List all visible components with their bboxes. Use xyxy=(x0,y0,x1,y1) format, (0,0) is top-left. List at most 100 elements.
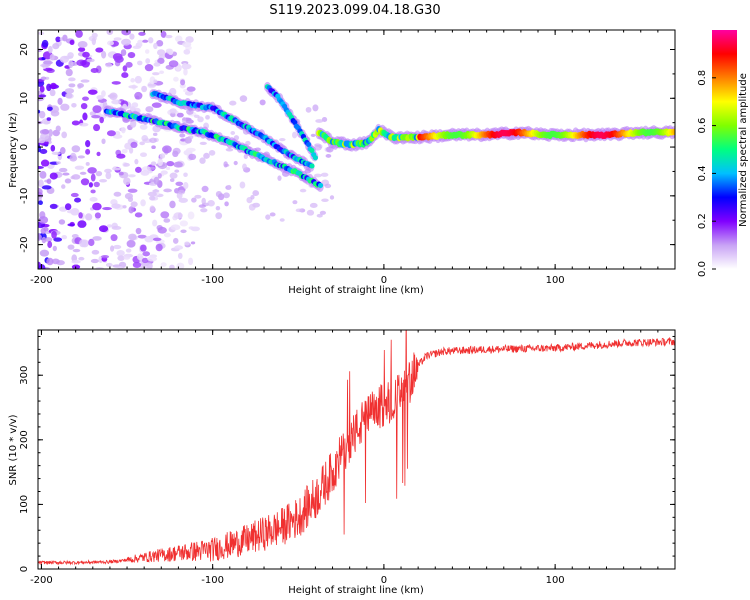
spectrogram-noise-blob xyxy=(239,181,246,189)
spectrogram-noise-blob xyxy=(248,203,256,211)
spectrogram-noise-blob xyxy=(173,76,179,82)
spectrogram-track-point xyxy=(312,155,319,161)
spectrogram-noise-blob xyxy=(116,250,125,257)
spectrogram-noise-blob xyxy=(165,48,173,54)
spectrogram-noise-blob xyxy=(172,237,179,244)
spectrogram-track-point xyxy=(309,147,315,154)
spectrogram-noise-blob xyxy=(190,241,196,245)
spectrogram-noise-blob xyxy=(78,122,89,127)
spectrogram-noise-blob xyxy=(147,256,158,262)
spectrogram-noise-blob xyxy=(39,85,45,93)
spectrogram-noise-blob xyxy=(295,208,303,213)
spectrogram-noise-blob xyxy=(64,178,72,184)
spectrogram-noise-blob xyxy=(85,161,90,166)
spectrogram-noise-blob xyxy=(131,102,139,108)
spectrogram-noise-blob xyxy=(52,245,57,252)
spectrogram-noise-blob xyxy=(98,225,109,233)
colorbar-label: Normalized spectral amplitude xyxy=(738,73,749,227)
spectrogram-noise-blob xyxy=(72,248,81,253)
spectrogram-noise-blob xyxy=(215,212,223,220)
spectrogram-noise-blob xyxy=(61,184,66,189)
spectrogram-noise-blob xyxy=(160,262,167,267)
spectrogram-noise-blob xyxy=(172,147,181,155)
spectrogram-noise-blob xyxy=(71,102,77,108)
spectrogram-noise-blob xyxy=(79,171,87,175)
spectrogram-noise-blob xyxy=(265,214,271,220)
spectrogram-noise-blob xyxy=(135,227,142,235)
colorbar-tick-label: 0.4 xyxy=(697,165,708,181)
spectrogram-noise-blob xyxy=(149,195,156,201)
colorbar-tick-label: 0.2 xyxy=(697,213,708,229)
spectrogram-noise-blob xyxy=(191,197,197,203)
spectrogram-noise-blob xyxy=(77,220,87,228)
spectrogram-noise-blob xyxy=(126,239,136,248)
spectrogram-noise-blob xyxy=(149,205,155,212)
spectrogram-noise-blob xyxy=(178,197,188,203)
spectrogram-noise-blob xyxy=(130,141,138,149)
spectrogram-noise-blob xyxy=(129,33,135,40)
spectrogram-noise-blob xyxy=(183,172,188,178)
spectrogram-noise-blob xyxy=(163,232,171,238)
spectrogram-noise-blob xyxy=(184,241,190,246)
spectrogram-noise-blob xyxy=(134,75,142,84)
spectrogram-noise-blob xyxy=(87,167,97,174)
spectrogram-noise-blob xyxy=(43,60,53,65)
spectrogram-noise-blob xyxy=(152,219,158,227)
spectrogram-noise-blob xyxy=(127,174,136,178)
spectrogram-noise-blob xyxy=(38,94,47,98)
spectrogram-noise-blob xyxy=(150,161,157,166)
spectrogram-noise-blob xyxy=(162,145,172,154)
spectrogram-noise-blob xyxy=(198,204,206,208)
spectrogram-noise-blob xyxy=(80,178,90,186)
spectrogram-noise-blob xyxy=(239,95,248,102)
spectrogram-noise-blob xyxy=(67,244,75,250)
spectrogram-noise-blob xyxy=(68,77,76,82)
spectrogram-noise-blob xyxy=(71,234,79,239)
spectrogram-noise-blob xyxy=(125,61,133,68)
spectrogram-noise-blob xyxy=(148,37,154,44)
spectrogram-noise-blob xyxy=(41,39,49,48)
spectrogram-noise-blob xyxy=(75,30,83,38)
spectrogram-noise-blob xyxy=(174,245,184,250)
spectrogram-noise-blob xyxy=(140,170,150,176)
spectrogram-noise-blob xyxy=(155,243,163,252)
spectrogram-noise-blob xyxy=(199,141,207,146)
spectrogram-noise-blob xyxy=(122,205,127,209)
spectrogram-noise-blob xyxy=(113,37,122,41)
spectrogram-noise-blob xyxy=(123,162,130,167)
spectrogram-noise-blob xyxy=(117,255,125,261)
spectrogram-noise-blob xyxy=(145,106,154,113)
spectrogram-noise-blob xyxy=(223,161,228,168)
colorbar-tick-label: 0.6 xyxy=(697,118,708,134)
spectrogram-noise-blob xyxy=(88,238,95,247)
spectrogram-noise-blob xyxy=(90,258,99,264)
spectrogram-noise-blob xyxy=(38,200,43,206)
spectrogram-noise-blob xyxy=(125,248,132,253)
spectrogram-noise-blob xyxy=(151,102,162,108)
spectrogram-noise-blob xyxy=(138,31,146,36)
spectrogram-noise-blob xyxy=(53,237,63,242)
spectrogram-noise-blob xyxy=(321,198,329,202)
spectrogram-noise-blob xyxy=(157,226,167,234)
spectrogram-noise-blob xyxy=(41,236,47,244)
spectrogram-noise-blob xyxy=(329,195,335,200)
spectrogram-noise-blob xyxy=(146,262,153,269)
spectrogram-noise-blob xyxy=(49,82,57,90)
spectrogram-noise-blob xyxy=(90,68,99,74)
spectrogram-noise-blob xyxy=(101,50,107,59)
spectrogram-noise-blob xyxy=(182,41,192,48)
spectrogram-noise-blob xyxy=(51,258,60,265)
spectrogram-noise-blob xyxy=(122,65,128,72)
spectrogram-noise-blob xyxy=(140,199,146,207)
spectrogram-noise-blob xyxy=(144,49,150,54)
spectrogram-noise-blob xyxy=(176,112,184,118)
spectrogram-noise-blob xyxy=(144,64,154,72)
spectrogram-noise-blob xyxy=(38,233,42,241)
spectrogram-noise-blob xyxy=(46,106,53,111)
spectrogram-noise-blob xyxy=(183,68,188,76)
spectrogram-noise-blob xyxy=(279,218,285,222)
spectrogram-noise-blob xyxy=(38,264,46,269)
spectrogram-noise-blob xyxy=(87,89,98,95)
spectrogram-noise-blob xyxy=(41,185,52,190)
snr-panel: -200 -100 0 100 0 100 200 300 Height of straigh… xyxy=(8,329,676,596)
